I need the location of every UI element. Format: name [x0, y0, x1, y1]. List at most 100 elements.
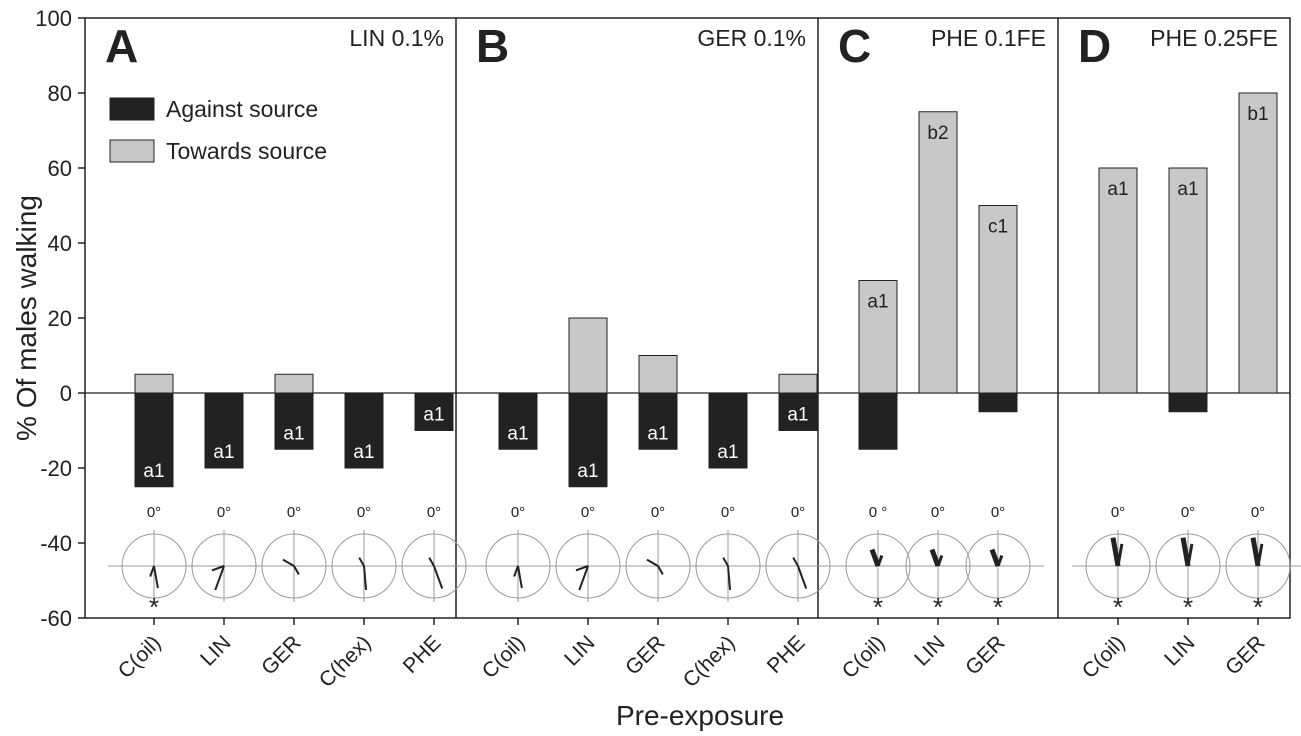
- legend-swatch: [109, 97, 155, 121]
- against-bar: [498, 392, 538, 450]
- rose-ray: [996, 554, 1004, 567]
- rose-diagram: [892, 530, 984, 602]
- rose-zero-label: 0°: [1181, 504, 1195, 521]
- y-tick-label: 80: [48, 81, 72, 106]
- panel-letter: C: [838, 20, 871, 72]
- against-bar: [638, 392, 678, 450]
- rose-zero-label: 0°: [1111, 504, 1125, 521]
- towards-bar-label: b2: [927, 123, 948, 144]
- rose-ray: [282, 558, 295, 567]
- rose-ray: [513, 565, 519, 577]
- y-tick-label: -40: [40, 531, 72, 556]
- towards-bar-label: a1: [1177, 179, 1198, 200]
- towards-bar-label: a1: [1107, 179, 1128, 200]
- towards-bar: [918, 111, 958, 394]
- rose-ray: [517, 565, 523, 589]
- rose-zero-label: 0°: [287, 504, 301, 521]
- significance-marker: *: [1253, 592, 1263, 622]
- x-tick-label: GER: [1221, 631, 1269, 679]
- rose-ray: [1110, 537, 1121, 567]
- towards-bar: [568, 317, 608, 394]
- x-tick-label: LIN: [560, 631, 599, 670]
- rose-zero-label: 0°: [581, 504, 595, 521]
- rose-ray: [989, 548, 1001, 567]
- against-bar-label: a1: [423, 405, 444, 426]
- against-bar-label: a1: [353, 442, 374, 463]
- significance-marker: *: [873, 592, 883, 622]
- significance-marker: *: [933, 592, 943, 622]
- rose-ray: [1186, 543, 1194, 567]
- rose-zero-label: 0°: [147, 504, 161, 521]
- against-bar: [978, 392, 1018, 413]
- panel-title: PHE 0.25FE: [1150, 25, 1278, 51]
- rose-zero-label: 0°: [427, 504, 441, 521]
- rose-zero-label: 0°: [217, 504, 231, 521]
- x-tick-label: C(oil): [838, 631, 890, 683]
- rose-ray: [876, 554, 884, 567]
- rose-ray: [722, 557, 729, 567]
- x-tick-label: C(oil): [478, 631, 530, 683]
- rose-ray: [1180, 537, 1191, 567]
- panel-title: LIN 0.1%: [349, 25, 444, 51]
- axes-layer: [78, 17, 1291, 625]
- rose-ray: [153, 565, 159, 589]
- significance-marker: *: [149, 592, 159, 622]
- rose-ray: [578, 565, 589, 591]
- y-tick-label: -20: [40, 456, 72, 481]
- significance-marker: *: [1113, 592, 1123, 622]
- towards-bar-label: c1: [988, 217, 1008, 238]
- panel-title: PHE 0.1FE: [931, 25, 1046, 51]
- against-bar: [708, 392, 748, 469]
- x-axis-label: Pre-exposure: [616, 700, 784, 731]
- rose-diagrams-layer: [108, 530, 1301, 602]
- rose-ray: [792, 557, 799, 567]
- against-bar-label: a1: [143, 461, 164, 482]
- legend-label: Against source: [166, 96, 318, 122]
- against-bar-label: a1: [787, 405, 808, 426]
- x-tick-label: LIN: [1160, 631, 1199, 670]
- against-bar: [274, 392, 314, 450]
- y-tick-label: 0: [60, 381, 72, 406]
- rose-zero-label: 0°: [651, 504, 665, 521]
- rose-zero-label: 0 °: [869, 504, 888, 521]
- x-tick-label: C(oil): [114, 631, 166, 683]
- against-bar-label: a1: [647, 423, 668, 444]
- x-tick-label: C(oil): [1078, 631, 1130, 683]
- x-tick-label: GER: [961, 631, 1009, 679]
- rose-zero-label: 0°: [1251, 504, 1265, 521]
- rose-ray: [149, 565, 155, 577]
- x-tick-label: PHE: [399, 631, 446, 678]
- rose-ray: [929, 548, 941, 567]
- against-bar: [778, 392, 818, 431]
- rose-ray: [293, 565, 300, 575]
- rose-ray: [1250, 537, 1261, 567]
- towards-bar-label: b1: [1247, 104, 1268, 125]
- y-axis-label: % Of males walking: [11, 195, 42, 441]
- rose-ray: [428, 557, 435, 567]
- against-bar-label: a1: [717, 442, 738, 463]
- x-tick-label: C(hex): [315, 631, 376, 692]
- against-bar: [568, 392, 608, 488]
- x-tick-label: C(hex): [679, 631, 740, 692]
- rose-ray: [797, 565, 808, 589]
- against-bar: [134, 392, 174, 488]
- towards-bar: [638, 355, 678, 394]
- y-tick-label: 100: [35, 6, 72, 31]
- towards-bar: [858, 280, 898, 394]
- rose-zero-label: 0°: [511, 504, 525, 521]
- text-layer: 100 80 60 40 20 0 -20 -40 -60 A LIN 0.1% a1 0° * C(oil…: [35, 6, 1278, 692]
- panel-letter: B: [476, 20, 509, 72]
- rose-diagram: [178, 530, 270, 602]
- rose-zero-label: 0°: [721, 504, 735, 521]
- y-tick-label: 60: [48, 156, 72, 181]
- against-bar: [344, 392, 384, 469]
- rose-ray: [646, 558, 659, 567]
- x-tick-label: LIN: [910, 631, 949, 670]
- rose-ray: [433, 565, 444, 589]
- towards-bar: [778, 373, 818, 394]
- against-bar: [414, 392, 454, 431]
- panel-letter: D: [1078, 20, 1111, 72]
- rose-diagram: [752, 530, 844, 602]
- rose-ray: [575, 565, 589, 572]
